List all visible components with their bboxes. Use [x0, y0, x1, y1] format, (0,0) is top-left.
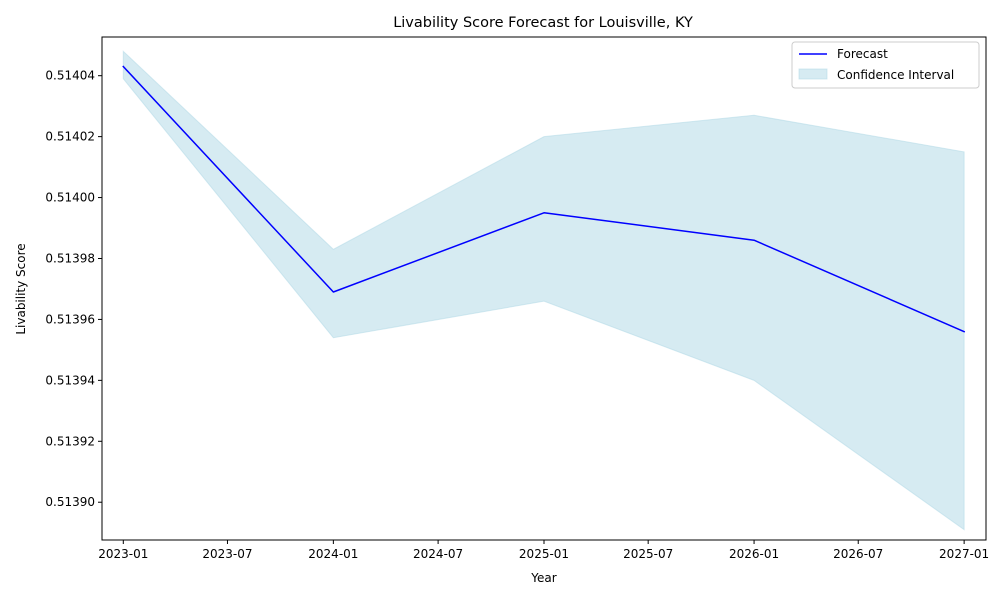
x-tick-label: 2023-07 [202, 547, 252, 561]
y-tick-label: 0.51390 [45, 495, 95, 509]
x-tick-label: 2027-01 [939, 547, 989, 561]
x-tick-label: 2025-01 [519, 547, 569, 561]
x-tick-label: 2025-07 [623, 547, 673, 561]
confidence-interval-band [122, 50, 965, 531]
legend-confidence-interval-label: Confidence Interval [837, 68, 954, 82]
x-axis-title: Year [530, 571, 556, 585]
x-tick-label: 2026-01 [729, 547, 779, 561]
y-axis-title: Livability Score [14, 243, 28, 334]
confidence-interval-layer [122, 50, 965, 531]
x-tick-label: 2026-07 [833, 547, 883, 561]
legend-forecast-label: Forecast [837, 47, 888, 61]
y-tick-label: 0.51404 [45, 69, 95, 83]
legend-confidence-interval-swatch [798, 68, 828, 80]
x-tick-label: 2023-01 [98, 547, 148, 561]
y-tick-label: 0.51396 [45, 312, 95, 326]
chart-title: Livability Score Forecast for Louisville… [393, 15, 693, 31]
y-tick-label: 0.51402 [45, 130, 95, 144]
y-tick-label: 0.51392 [45, 434, 95, 448]
y-tick-label: 0.51394 [45, 373, 95, 387]
legend-box [791, 41, 980, 89]
y-axis-ticks: 0.51390 0.51392 0.51394 0.51396 0.51398 0.514… [45, 69, 102, 509]
y-tick-label: 0.51400 [45, 191, 95, 205]
x-tick-label: 2024-01 [308, 547, 358, 561]
y-tick-label: 0.51398 [45, 251, 95, 265]
legend: Forecast Confidence Interval [791, 41, 980, 89]
x-tick-label: 2024-07 [413, 547, 463, 561]
forecast-line-layer [122, 65, 966, 333]
x-axis-ticks: 2023-01 2023-07 2024-01 2024-07 2025-01 2025-… [98, 540, 989, 561]
